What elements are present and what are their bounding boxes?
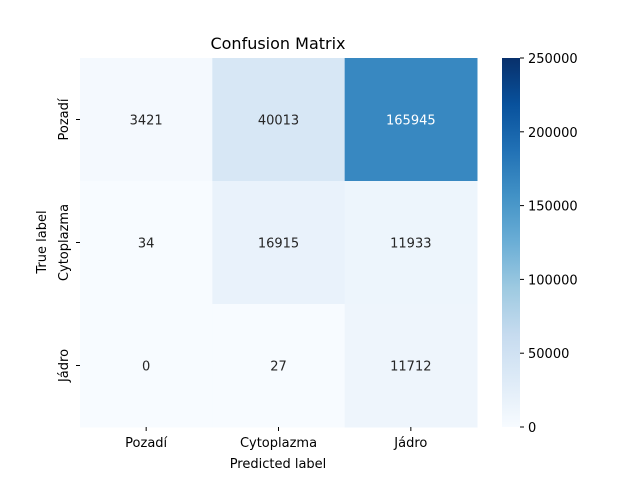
x-axis-ticks: Pozadí Cytoplazma Jádro — [125, 427, 427, 451]
colorbar-tick-label: 150000 — [528, 200, 578, 215]
colorbar — [502, 58, 520, 427]
cell-value-label: 16915 — [258, 237, 299, 252]
x-tick-label: Cytoplazma — [240, 436, 317, 451]
colorbar-tick-label: 200000 — [528, 126, 578, 141]
x-axis-label: Predicted label — [230, 457, 327, 472]
colorbar-tick-label: 100000 — [528, 273, 578, 288]
chart-title: Confusion Matrix — [210, 34, 345, 53]
cell-value-label: 27 — [270, 360, 287, 375]
heatmap-cell — [344, 304, 478, 428]
heatmap-cell — [80, 58, 213, 182]
heatmap-cell — [80, 181, 213, 305]
heatmap-cell — [344, 58, 478, 182]
colorbar-tick-label: 250000 — [528, 52, 578, 67]
y-tick-label: Jádro — [57, 349, 72, 383]
y-axis-ticks: Pozadí Cytoplazma Jádro — [57, 98, 80, 383]
y-tick-label: Cytoplazma — [57, 204, 72, 281]
y-axis-label: True label — [35, 210, 50, 274]
colorbar-tick-label: 50000 — [528, 347, 569, 362]
cell-value-labels: 3421 40013 165945 34 16915 11933 0 27 11712 — [130, 114, 436, 375]
y-tick-label: Pozadí — [57, 98, 72, 140]
x-tick-label: Jádro — [393, 436, 427, 451]
heatmap-cells — [80, 58, 478, 428]
heatmap-cell — [212, 58, 346, 182]
cell-value-label: 40013 — [258, 114, 299, 129]
heatmap-cell — [80, 304, 213, 428]
heatmap-cell — [212, 304, 346, 428]
colorbar-ticks: 0 50000 100000 150000 200000 250000 — [520, 52, 578, 436]
x-tick-label: Pozadí — [125, 436, 167, 451]
cell-value-label: 165945 — [386, 114, 436, 129]
cell-value-label: 11933 — [390, 237, 431, 252]
cell-value-label: 11712 — [390, 360, 431, 375]
cell-value-label: 34 — [138, 237, 155, 252]
colorbar-tick-label: 0 — [528, 421, 536, 436]
cell-value-label: 3421 — [130, 114, 163, 129]
heatmap-cell — [344, 181, 478, 305]
heatmap-cell — [212, 181, 346, 305]
cell-value-label: 0 — [142, 360, 150, 375]
